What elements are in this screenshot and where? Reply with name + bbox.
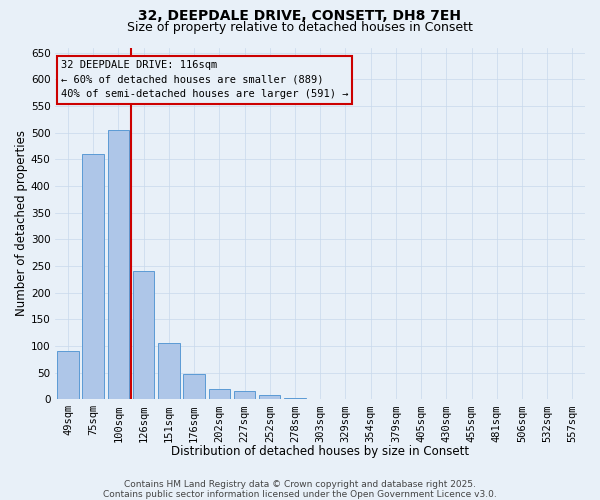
Bar [108,130,129,400]
Text: 32, DEEPDALE DRIVE, CONSETT, DH8 7EH: 32, DEEPDALE DRIVE, CONSETT, DH8 7EH [139,9,461,23]
Text: Contains HM Land Registry data © Crown copyright and database right 2025.
Contai: Contains HM Land Registry data © Crown c… [103,480,497,499]
Bar [133,272,154,400]
Bar [82,154,104,400]
Bar [259,395,280,400]
Bar [158,344,179,400]
Bar [209,388,230,400]
Y-axis label: Number of detached properties: Number of detached properties [15,130,28,316]
Text: Size of property relative to detached houses in Consett: Size of property relative to detached ho… [127,21,473,34]
Bar [57,352,79,400]
Bar [184,374,205,400]
X-axis label: Distribution of detached houses by size in Consett: Distribution of detached houses by size … [171,444,469,458]
Text: 32 DEEPDALE DRIVE: 116sqm
← 60% of detached houses are smaller (889)
40% of semi: 32 DEEPDALE DRIVE: 116sqm ← 60% of detac… [61,60,348,100]
Bar [234,392,255,400]
Bar [284,398,305,400]
